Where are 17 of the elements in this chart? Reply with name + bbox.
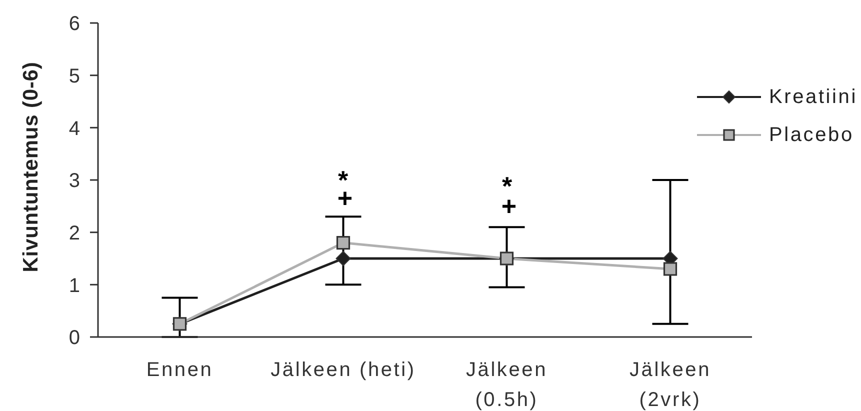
point: [663, 262, 678, 276]
y-tick-label: 2: [68, 222, 80, 244]
x-tick-label: Ennen: [146, 359, 214, 381]
legend-label: Placebo: [769, 124, 854, 146]
y-axis-title: Kivuntuntemus (0-6): [20, 62, 42, 272]
y-tick-label: 1: [68, 274, 80, 297]
point: [336, 236, 350, 250]
y-tick-label: 0: [68, 327, 80, 350]
y-tick-label: 6: [68, 13, 80, 36]
legend-label: Kreatiini: [769, 86, 858, 108]
point: [336, 251, 351, 266]
y-tick-label: 5: [68, 65, 80, 88]
x-tick-label: Jälkeen (heti): [270, 359, 416, 381]
x-tick-label: Jälkeen (2vrk): [629, 359, 712, 411]
y-tick-label: 3: [68, 170, 80, 192]
x-tick-label: Jälkeen (0.5h): [466, 359, 548, 411]
y-tick-label: 4: [68, 118, 80, 140]
